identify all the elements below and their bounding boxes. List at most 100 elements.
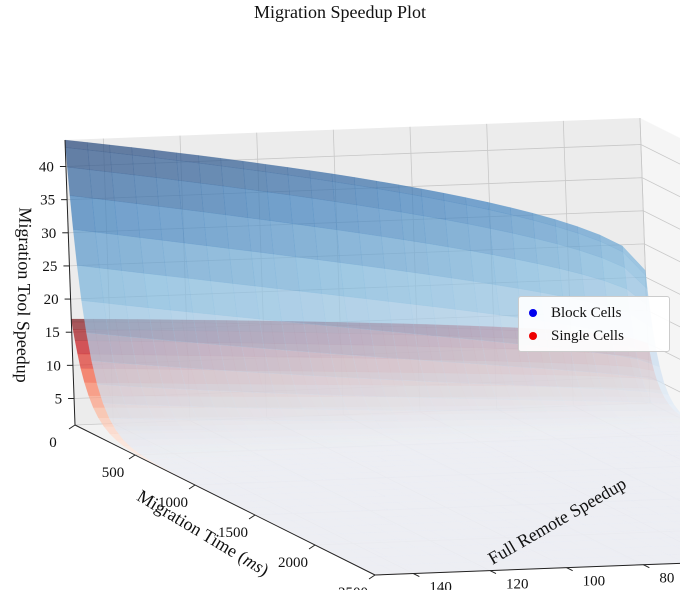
x-tick-label: 0 (49, 435, 57, 451)
surface-cell (117, 234, 144, 274)
x-tick (248, 514, 256, 520)
x-tick-label: 1500 (218, 525, 248, 541)
surfaces (64, 139, 680, 576)
legend-marker-block-cells (529, 309, 537, 317)
x-tick (68, 424, 76, 430)
surface-cell (114, 200, 141, 238)
surface-cell (73, 229, 100, 269)
surface-cell (180, 208, 207, 246)
surface-cell (184, 242, 211, 282)
surface-cell (65, 147, 90, 170)
surface-cell (473, 281, 500, 316)
y-tick (413, 573, 420, 577)
z-tick-label: 30 (41, 226, 56, 242)
surface-cell (378, 208, 404, 240)
surface-cell (245, 188, 271, 221)
surface-cell (362, 265, 389, 302)
surface-cell (91, 198, 118, 235)
surface-cell (310, 178, 335, 202)
surface-cell (136, 203, 163, 241)
surface-cell (492, 254, 519, 289)
axes (59, 139, 680, 580)
surface-cell (292, 223, 318, 260)
surface-cell (289, 194, 315, 227)
z-tick-label: 40 (39, 160, 54, 176)
z-tick-label: 5 (55, 391, 63, 407)
surface-cell (67, 166, 93, 199)
x-tick-label: 1000 (158, 495, 188, 511)
x-tick (368, 574, 376, 580)
legend-item-block-cells: Block Cells (529, 303, 621, 323)
surface-cell (158, 206, 185, 244)
x-tick (308, 544, 316, 550)
surface-cell (514, 258, 541, 293)
z-tick-label: 25 (42, 259, 57, 275)
surface-cell (428, 274, 456, 310)
surface-cell (206, 245, 233, 284)
surface-cell (403, 239, 430, 275)
y-tick (489, 570, 497, 575)
surface-cell (221, 165, 246, 190)
surface-cell (423, 215, 449, 248)
surface-cell (225, 214, 252, 252)
surface-cell (76, 265, 104, 304)
surface-cell (200, 183, 226, 215)
surface-cell (198, 162, 224, 187)
x-tick-label: 500 (102, 465, 125, 481)
surface-cell (250, 251, 278, 289)
surface-cell (267, 191, 293, 224)
surface-cell (381, 236, 407, 272)
surface-cell (89, 169, 115, 202)
surface-cell (447, 246, 474, 282)
z-tick-label: 35 (40, 193, 55, 209)
surface-cell (384, 268, 411, 305)
surface-cell (156, 177, 182, 210)
surface-cell (269, 220, 296, 258)
surface-cell (467, 223, 493, 255)
surface-cell (470, 250, 497, 285)
surface-cell (311, 198, 337, 230)
surface-cell (87, 149, 112, 173)
y-tick (643, 564, 650, 569)
surface-cell (69, 195, 96, 233)
x-tick-label: 2000 (278, 555, 308, 571)
y-tick-label: 100 (583, 574, 606, 590)
surface-cell (111, 172, 137, 204)
surface-cell (425, 243, 452, 279)
surface-cell (317, 259, 345, 297)
surface-cell (358, 232, 385, 269)
surface-cell (295, 256, 322, 294)
z-tick-label: 15 (45, 325, 60, 341)
y-tick-label: 120 (506, 577, 529, 590)
gridline-z (65, 144, 680, 167)
surface-cell (247, 217, 274, 255)
surface-cell (133, 174, 159, 207)
surface-cell (314, 226, 341, 263)
legend-marker-single-cells (529, 332, 537, 340)
surface-cell (354, 184, 379, 209)
surface-cell (95, 231, 122, 271)
x-axis-line (74, 424, 376, 576)
surface-cell (451, 277, 478, 313)
surface-cell (339, 262, 367, 299)
y-tick-label: 80 (659, 571, 674, 587)
surface-cell (334, 201, 360, 234)
surface-cell (406, 271, 434, 307)
surface-cell (332, 181, 357, 206)
surface-cell (445, 219, 471, 251)
y-axis-line (374, 562, 680, 576)
surface-cell (132, 154, 157, 178)
x-tick-label: 2500 (338, 585, 368, 590)
surface-cell (222, 185, 248, 218)
x-tick (188, 484, 196, 490)
surface-cell (356, 204, 382, 237)
surface-cell (400, 211, 427, 244)
legend-label-block-cells: Block Cells (551, 304, 622, 321)
surface-cell (154, 157, 179, 181)
y-tick-label: 140 (429, 580, 452, 590)
y-tick (566, 567, 573, 572)
z-axis-line (64, 139, 76, 426)
surface-cell (203, 211, 230, 249)
surface-cell (139, 237, 167, 276)
